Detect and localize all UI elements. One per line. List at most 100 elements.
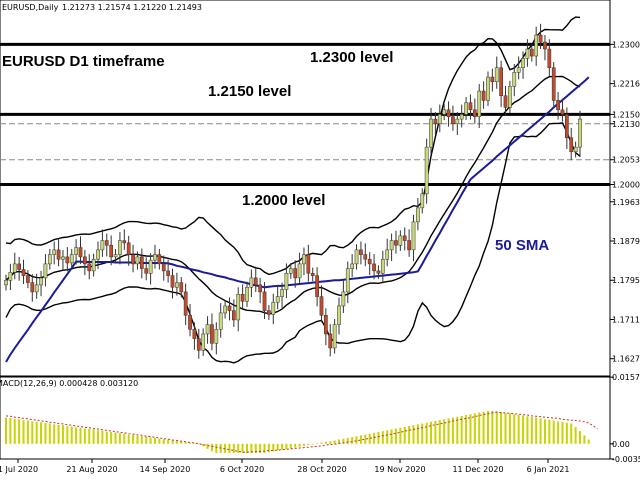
price-tick-label: 1.21500 [612,110,640,119]
macd-bar [434,420,437,444]
candle-bear [83,256,87,265]
macd-bar [495,411,498,444]
macd-bar [412,425,415,444]
macd-bar [149,437,152,444]
candle-bear [394,240,398,246]
macd-bar [22,420,25,444]
candle-bull [39,277,43,286]
macd-bar [18,419,21,444]
macd-bar [386,430,389,444]
candle-bull [34,284,39,293]
macd-bar [206,443,209,449]
macd-bar [579,431,581,444]
candle-bear [144,268,149,274]
macd-bar [158,438,161,444]
candle-bear [157,254,162,265]
macd-bar [460,415,463,444]
candle-bear [529,48,534,57]
candle-bear [468,102,473,111]
macd-bar [127,434,130,444]
macd-bar [338,439,341,444]
macd-bar [184,442,187,444]
macd-bar [539,418,542,444]
macd-bar [114,432,117,444]
macd-bar [430,421,433,444]
candle-bull [175,282,179,288]
macd-bar [377,431,380,444]
macd-bar [9,418,12,444]
macd-bar [193,443,196,444]
candle-bull [385,249,390,260]
candle-bull [332,324,337,349]
macd-bar [302,443,305,446]
candle-bull [61,256,65,260]
macd-bar [70,426,73,444]
price-tick-label: 1.22160 [612,80,640,89]
price-tick-label: 1.20000 [612,180,640,189]
candle-bull [455,118,460,125]
macd-bar [522,415,525,444]
macd-bar [132,434,135,444]
candle-bull [341,291,346,307]
macd-bar [425,422,428,444]
macd-bar [48,423,51,444]
macd-bar [123,433,126,444]
candle-bull [578,118,582,148]
candle-bull [288,268,293,274]
candle-bear [372,263,376,272]
candle-bull [512,72,517,87]
macd-bar [79,427,82,444]
macd-bar [408,426,411,444]
candle-bull [113,254,118,258]
macd-bar [272,443,275,452]
candle-bull [459,114,464,120]
candle-bear [262,291,267,311]
candle-bull [118,240,122,255]
macd-bar [97,430,100,444]
macd-bar [421,423,424,444]
candle-bear [565,114,569,139]
candle-bull [442,109,447,115]
candle-bear [26,275,30,283]
candle-bear [183,291,188,316]
candle-bear [188,315,192,330]
candle-bull [521,58,525,68]
macd-bar [583,435,586,444]
macd-bar [447,418,450,444]
macd-bar [517,415,520,444]
candle-bull [96,249,100,260]
candle-bull [249,277,254,288]
macd-bar [66,426,69,444]
macd-bar [215,443,218,454]
candle-bull [4,279,8,286]
macd-bar [228,443,231,454]
candle-bear [547,48,552,68]
macd-bar [416,424,419,444]
time-tick-label: 6 Jan 2021 [527,465,570,474]
price-tick-label: 1.23000 [612,40,640,49]
macd-bar [75,427,78,444]
candle-bull [302,254,306,265]
candle-bull [135,256,140,265]
macd-bar [241,443,244,454]
candle-bull [69,254,74,264]
price-tick-label: 1.20530 [612,156,640,165]
macd-bar [390,429,393,444]
candle-bull [271,301,276,315]
macd-bar [355,436,358,444]
macd-bar [298,443,301,447]
candle-bull [345,268,350,293]
candle-bear [131,254,135,265]
macd-bar [548,419,551,444]
price-tick-label: 1.18790 [612,237,640,246]
macd-bar [136,435,139,444]
macd-bar [451,417,454,444]
candle-bear [319,296,324,316]
candle-bear [324,315,328,335]
macd-bar [53,424,56,444]
macd-bar [276,443,279,451]
candle-bear [161,263,166,272]
macd-bar [469,414,472,444]
macd-bar [189,442,192,444]
